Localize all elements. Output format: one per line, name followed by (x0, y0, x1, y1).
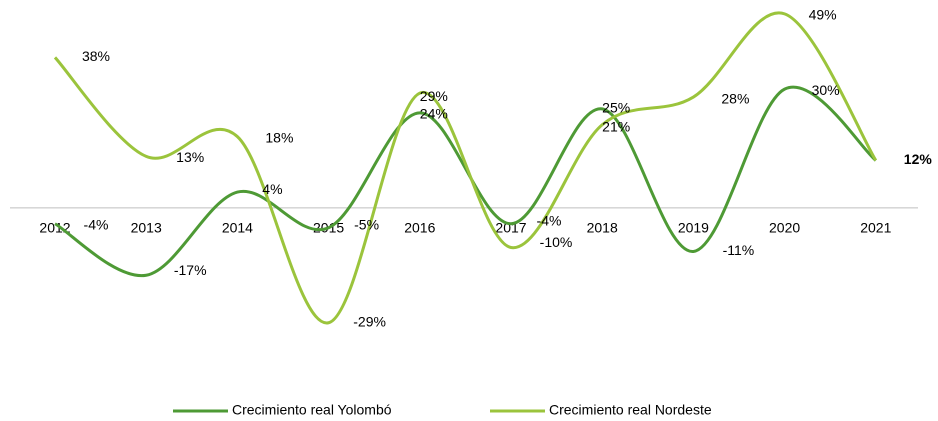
data-label: -4% (84, 216, 109, 232)
data-label: -17% (174, 262, 207, 278)
data-label: 38% (82, 48, 110, 64)
x-tick-label: 2020 (769, 220, 800, 236)
data-label: 21% (602, 118, 630, 134)
data-label: -29% (353, 313, 386, 329)
series-line (54, 85, 877, 277)
x-tick-label: 2016 (404, 220, 435, 236)
data-label: 30% (812, 82, 840, 98)
legend-label: Crecimiento real Yolombó (232, 402, 392, 418)
x-tick-label: 2021 (860, 220, 891, 236)
x-tick-label: 2012 (39, 220, 70, 236)
data-label: 29% (420, 88, 448, 104)
data-label: 24% (420, 106, 448, 122)
data-label: 12% (904, 151, 933, 167)
data-label: 49% (809, 7, 837, 23)
data-label: -5% (354, 216, 379, 232)
x-tick-label: 2019 (678, 220, 709, 236)
x-tick-label: 2014 (222, 220, 253, 236)
data-label: -11% (723, 242, 755, 258)
data-label: 28% (721, 91, 749, 107)
data-label: -10% (540, 234, 573, 250)
data-label: 25% (602, 100, 630, 116)
legend-label: Crecimiento real Nordeste (549, 402, 712, 418)
x-tick-label: 2018 (587, 220, 618, 236)
data-label: -4% (537, 212, 562, 228)
data-label: 18% (265, 129, 293, 145)
data-label: 4% (262, 181, 282, 197)
data-label: 13% (176, 149, 204, 165)
x-tick-label: 2013 (131, 220, 162, 236)
series-line (53, 11, 878, 325)
x-tick-label: 2017 (495, 220, 526, 236)
